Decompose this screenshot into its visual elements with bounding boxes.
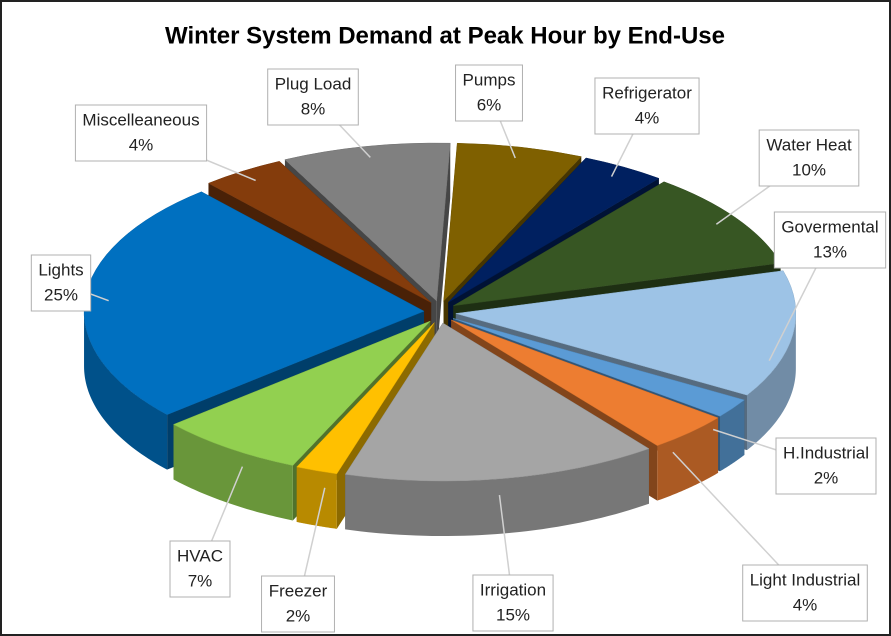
data-label: Lights 25% xyxy=(30,254,92,312)
slice-group xyxy=(344,322,650,537)
label-box xyxy=(742,564,868,622)
category-label: Plug Load xyxy=(275,74,352,93)
value-label: 4% xyxy=(129,135,154,154)
data-label: HVAC 7% xyxy=(169,540,231,598)
category-label: Irrigation xyxy=(480,580,546,599)
slice-side xyxy=(84,311,168,470)
label-box xyxy=(267,68,359,126)
label-box xyxy=(455,64,523,122)
label-box xyxy=(758,129,860,187)
value-label: 2% xyxy=(814,468,839,487)
category-label: H.Industrial xyxy=(783,443,869,462)
slice-side xyxy=(173,424,293,521)
label-box xyxy=(261,575,335,633)
pie-slice xyxy=(448,157,660,303)
category-label: Freezer xyxy=(269,581,328,600)
chart-title: Winter System Demand at Peak Hour by End… xyxy=(165,22,725,49)
category-label: Refrigerator xyxy=(602,83,692,102)
pie-slice xyxy=(172,320,431,466)
pie-slice xyxy=(207,161,432,303)
category-label: HVAC xyxy=(177,546,223,565)
value-label: 2% xyxy=(286,606,311,625)
category-label: Lights xyxy=(38,260,83,279)
value-label: 13% xyxy=(813,242,847,261)
value-label: 10% xyxy=(792,160,826,179)
value-label: 8% xyxy=(301,99,326,118)
pie-slice xyxy=(455,270,797,396)
value-label: 4% xyxy=(793,595,818,614)
data-label: Govermental 13% xyxy=(773,211,887,269)
value-label: 7% xyxy=(188,571,213,590)
data-label: Refrigerator 4% xyxy=(594,77,700,135)
label-box xyxy=(30,254,92,312)
label-box xyxy=(773,211,887,269)
category-label: Pumps xyxy=(463,70,516,89)
slice-cut-face xyxy=(436,143,451,357)
slice-side xyxy=(657,417,719,501)
data-label: Pumps 6% xyxy=(455,64,523,122)
slice-side xyxy=(345,448,649,537)
data-label: Irrigation 15% xyxy=(472,574,554,632)
value-label: 25% xyxy=(44,285,78,304)
data-label: Plug Load 8% xyxy=(267,68,359,126)
pie-slice xyxy=(453,318,745,417)
data-label: Freezer 2% xyxy=(261,575,335,633)
category-label: Light Industrial xyxy=(750,570,861,589)
data-label: Light Industrial 4% xyxy=(742,564,868,622)
label-box xyxy=(74,104,208,162)
slice-side xyxy=(296,466,337,529)
pie-slice xyxy=(284,142,451,302)
data-label: H.Industrial 2% xyxy=(775,437,877,495)
pie-slice xyxy=(443,142,582,302)
value-label: 6% xyxy=(477,95,502,114)
label-box xyxy=(775,437,877,495)
category-label: Govermental xyxy=(781,217,878,236)
value-label: 15% xyxy=(496,605,530,624)
category-label: Miscelleaneous xyxy=(82,110,199,129)
data-label: Miscelleaneous 4% xyxy=(74,104,208,162)
pie-slice xyxy=(344,322,650,482)
slice-side xyxy=(747,313,796,451)
category-label: Water Heat xyxy=(766,135,852,154)
label-box xyxy=(472,574,554,632)
value-label: 4% xyxy=(635,108,660,127)
label-box xyxy=(594,77,700,135)
pie-slice xyxy=(451,319,719,446)
label-box xyxy=(169,540,231,598)
pie-slice xyxy=(296,322,435,475)
data-label: Water Heat 10% xyxy=(758,129,860,187)
